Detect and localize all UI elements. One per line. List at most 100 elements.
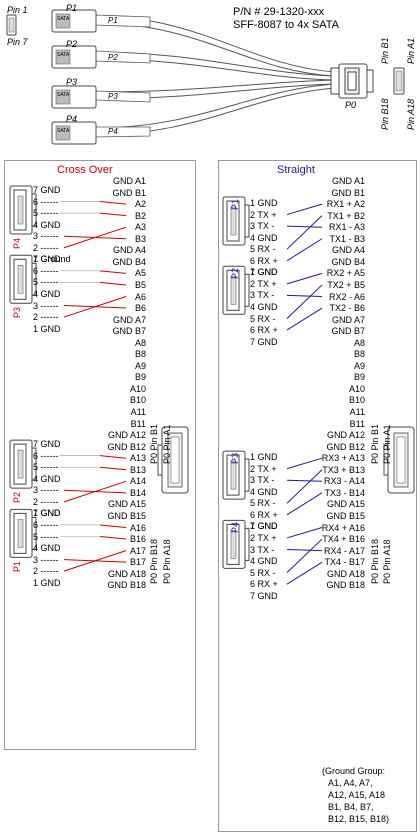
crossover-sff-pin-1: GND B1 <box>112 187 146 198</box>
straight-sff-pin-27: TX3 - B14 <box>324 487 365 498</box>
straight-sata-pin-21: 1 GND <box>250 521 278 532</box>
crossover-sff-pin-21: B11 <box>130 418 146 429</box>
straight-sata-pin-15: 2 TX + <box>250 463 277 474</box>
straight-title: Straight <box>277 164 315 176</box>
straight-sata-pin-18: 5 RX - <box>250 498 276 509</box>
straight-sata-connector-p2 <box>222 265 250 315</box>
straight-sff-pin-13: GND B7 <box>331 326 365 337</box>
straight-wire-3-a <box>286 527 323 539</box>
crossover-sff-pin-23: GND B12 <box>107 441 146 452</box>
crossover-connector-label-p2: P2 <box>12 492 22 504</box>
crossover-wire-1-b <box>99 281 127 286</box>
ground-group-line-4: B12, B15, B18) <box>328 814 390 824</box>
straight-connector-label-p3: P3 <box>230 453 240 465</box>
straight-sff-pin-33: TX4 - B17 <box>324 557 365 568</box>
straight-sata-pin-23: 3 TX - <box>250 544 275 555</box>
crossover-sff-pin-14: A8 <box>134 337 146 348</box>
straight-wire-0-c <box>286 215 323 250</box>
crossover-wire-3-d <box>63 550 127 572</box>
crossover-sata-pin-24: 4 GND <box>33 543 61 554</box>
straight-wire-1-b <box>286 294 323 297</box>
straight-wire-0-a <box>286 203 323 216</box>
straight-sff-pin-16: A9 <box>353 360 365 371</box>
straight-p0-pin-b1: P0 Pin B1 <box>370 423 380 464</box>
crossover-sata-pin-12: 2 ------ <box>33 312 59 323</box>
crossover-sata-pin-16: 5 ------ <box>33 462 59 473</box>
sata-mark-p2: SATA <box>57 52 70 58</box>
crossover-sata-connector-p3 <box>9 254 37 304</box>
straight-sff8087-connector <box>383 426 415 494</box>
straight-sff-pin-21: B11 <box>349 418 365 429</box>
straight-wire-2-c <box>286 469 323 504</box>
pin1-label: Pin 1 <box>7 5 28 15</box>
crossover-sata-pin-27: 1 GND <box>33 577 61 588</box>
crossover-sff-pin-34: GND A18 <box>107 568 146 579</box>
straight-sata-pin-0: 1 GND <box>250 198 278 208</box>
straight-sff-pin-23: GND B12 <box>326 441 365 452</box>
straight-sff-pin-5: TX1 - B3 <box>329 233 365 244</box>
straight-sata-pin-19: 6 RX + <box>250 509 278 520</box>
crossover-wire-1-d <box>63 296 127 318</box>
crossover-wire-3-a <box>99 524 127 528</box>
straight-sata-connector-p3 <box>222 450 250 500</box>
straight-sata-pin-8: 2 TX + <box>250 278 277 289</box>
straight-sata-pin-3: 4 GND <box>250 232 278 243</box>
straight-p0-pin-b18: P0 Pin B18 <box>370 538 380 584</box>
straight-sata-pin-24: 4 GND <box>250 556 278 567</box>
straight-sff-pin-29: GND B15 <box>326 510 365 521</box>
straight-sata-pin-12: 6 RX + <box>250 325 278 336</box>
crossover-sata-connector-p1 <box>9 508 37 558</box>
crossover-sff-pin-9: B5 <box>134 279 146 290</box>
straight-sff-pin-4: RX1 - A3 <box>328 222 365 233</box>
crossover-sata-pin-15: 6 ------ <box>33 450 59 461</box>
crossover-sff-pin-11: B6 <box>134 303 146 314</box>
crossover-sata-pin-25: 3 ------ <box>33 554 59 565</box>
crossover-sff-pin-13: GND B7 <box>112 326 146 337</box>
crossover-p0-pin-b1: P0 Pin B1 <box>149 423 159 464</box>
straight-sff-pin-17: B9 <box>353 372 365 383</box>
straight-sff-pin-34: GND A18 <box>326 568 365 579</box>
crossover-sata-pin-17: 4 GND <box>33 473 61 484</box>
straight-sff-pin-2: RX1 + A2 <box>326 199 365 210</box>
crossover-sata-pin-2: 5 ------ <box>33 208 59 219</box>
straight-sata-pin-16: 3 TX - <box>250 475 275 486</box>
crossover-sff-pin-0: GND A1 <box>112 176 146 186</box>
crossover-sata-pin-8: 6 ------ <box>33 265 59 276</box>
ground-group-line-1: A1, A4, A7, <box>328 778 373 788</box>
straight-sff-pin-26: RX3 - A14 <box>323 476 365 487</box>
crossover-sff-pin-4: A3 <box>134 222 146 233</box>
cable-illustration <box>6 9 405 145</box>
crossover-wire-2-d <box>63 480 127 503</box>
crossover-connector-label-p3: P3 <box>12 307 22 319</box>
straight-sff-pin-32: RX4 - A17 <box>323 545 365 556</box>
crossover-sff-pin-3: B2 <box>134 210 146 221</box>
leg-label-p3: P3 <box>66 77 78 87</box>
leg-label-p2: P2 <box>66 39 78 49</box>
crossover-sff-pin-16: A9 <box>134 360 146 371</box>
crossover-sata-pin-22: 6 ------ <box>33 519 59 530</box>
crossover-sff-pin-27: B14 <box>129 487 146 498</box>
crossover-sff-pin-18: A10 <box>129 383 146 394</box>
crossover-panel <box>4 160 196 750</box>
straight-sff-pin-30: RX4 + A16 <box>321 522 365 533</box>
crossover-sata-connector-p4 <box>9 185 37 235</box>
cable-sleeves <box>95 14 151 138</box>
crossover-sff8087-connector <box>157 426 189 494</box>
straight-wire-3-d <box>286 561 323 585</box>
crossover-sff-pin-20: A11 <box>130 407 146 417</box>
crossover-sata-pin-23: 5 ------ <box>33 531 59 542</box>
crossover-sff-pin-25: B13 <box>129 464 146 475</box>
part-number: P/N # 29-1320-xxx <box>233 6 325 18</box>
crossover-sata-pin-18: 3 ------ <box>33 485 59 496</box>
sata-mark-p3: SATA <box>57 92 70 98</box>
p0-label: P0 <box>345 100 357 110</box>
crossover-sff-pin-35: GND B18 <box>107 580 146 591</box>
straight-wire-1-c <box>286 284 323 319</box>
crossover-wire-0-d <box>63 226 127 249</box>
crossover-connector-label-p1: P1 <box>12 561 22 573</box>
straight-connector-label-p2: P2 <box>230 268 240 280</box>
straight-sff-pin-12: GND A7 <box>331 314 365 325</box>
crossover-sff-pin-7: GND B4 <box>112 256 146 267</box>
straight-wire-2-a <box>286 457 323 470</box>
crossover-sff-pin-33: B17 <box>129 557 146 568</box>
